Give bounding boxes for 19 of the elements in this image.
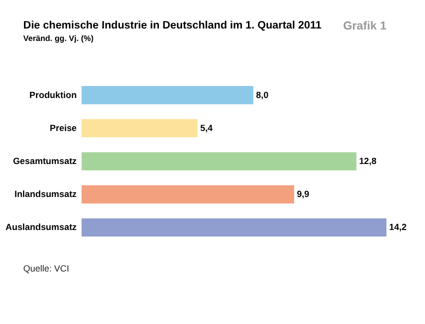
y-tick-label: Preise [50, 122, 77, 133]
bar [82, 86, 254, 104]
source-note: Quelle: VCI [23, 264, 70, 274]
text: Grafik 1 [343, 19, 387, 32]
bar [82, 119, 198, 138]
y-tick-label: Auslandsumsatz [6, 222, 78, 232]
y-tick-label: Gesamtumsatz [12, 156, 78, 166]
bar [82, 152, 356, 170]
data-label: 9,9 [296, 189, 310, 200]
y-tick-label: Produktion [29, 90, 77, 100]
data-label: 5,4 [200, 122, 213, 133]
bar [82, 218, 386, 237]
bar [82, 185, 294, 204]
data-label: 12,8 [359, 156, 377, 166]
chart-subtitle: Veränd. gg. Vj. (%) [23, 34, 94, 44]
data-label: 14,2 [389, 222, 407, 232]
data-label: 8,0 [256, 90, 268, 100]
chart-title: Die chemische Industrie in Deutschland im 1. Quartal 2011 [23, 20, 322, 32]
y-tick-label: Inlandsumsatz [14, 189, 78, 200]
